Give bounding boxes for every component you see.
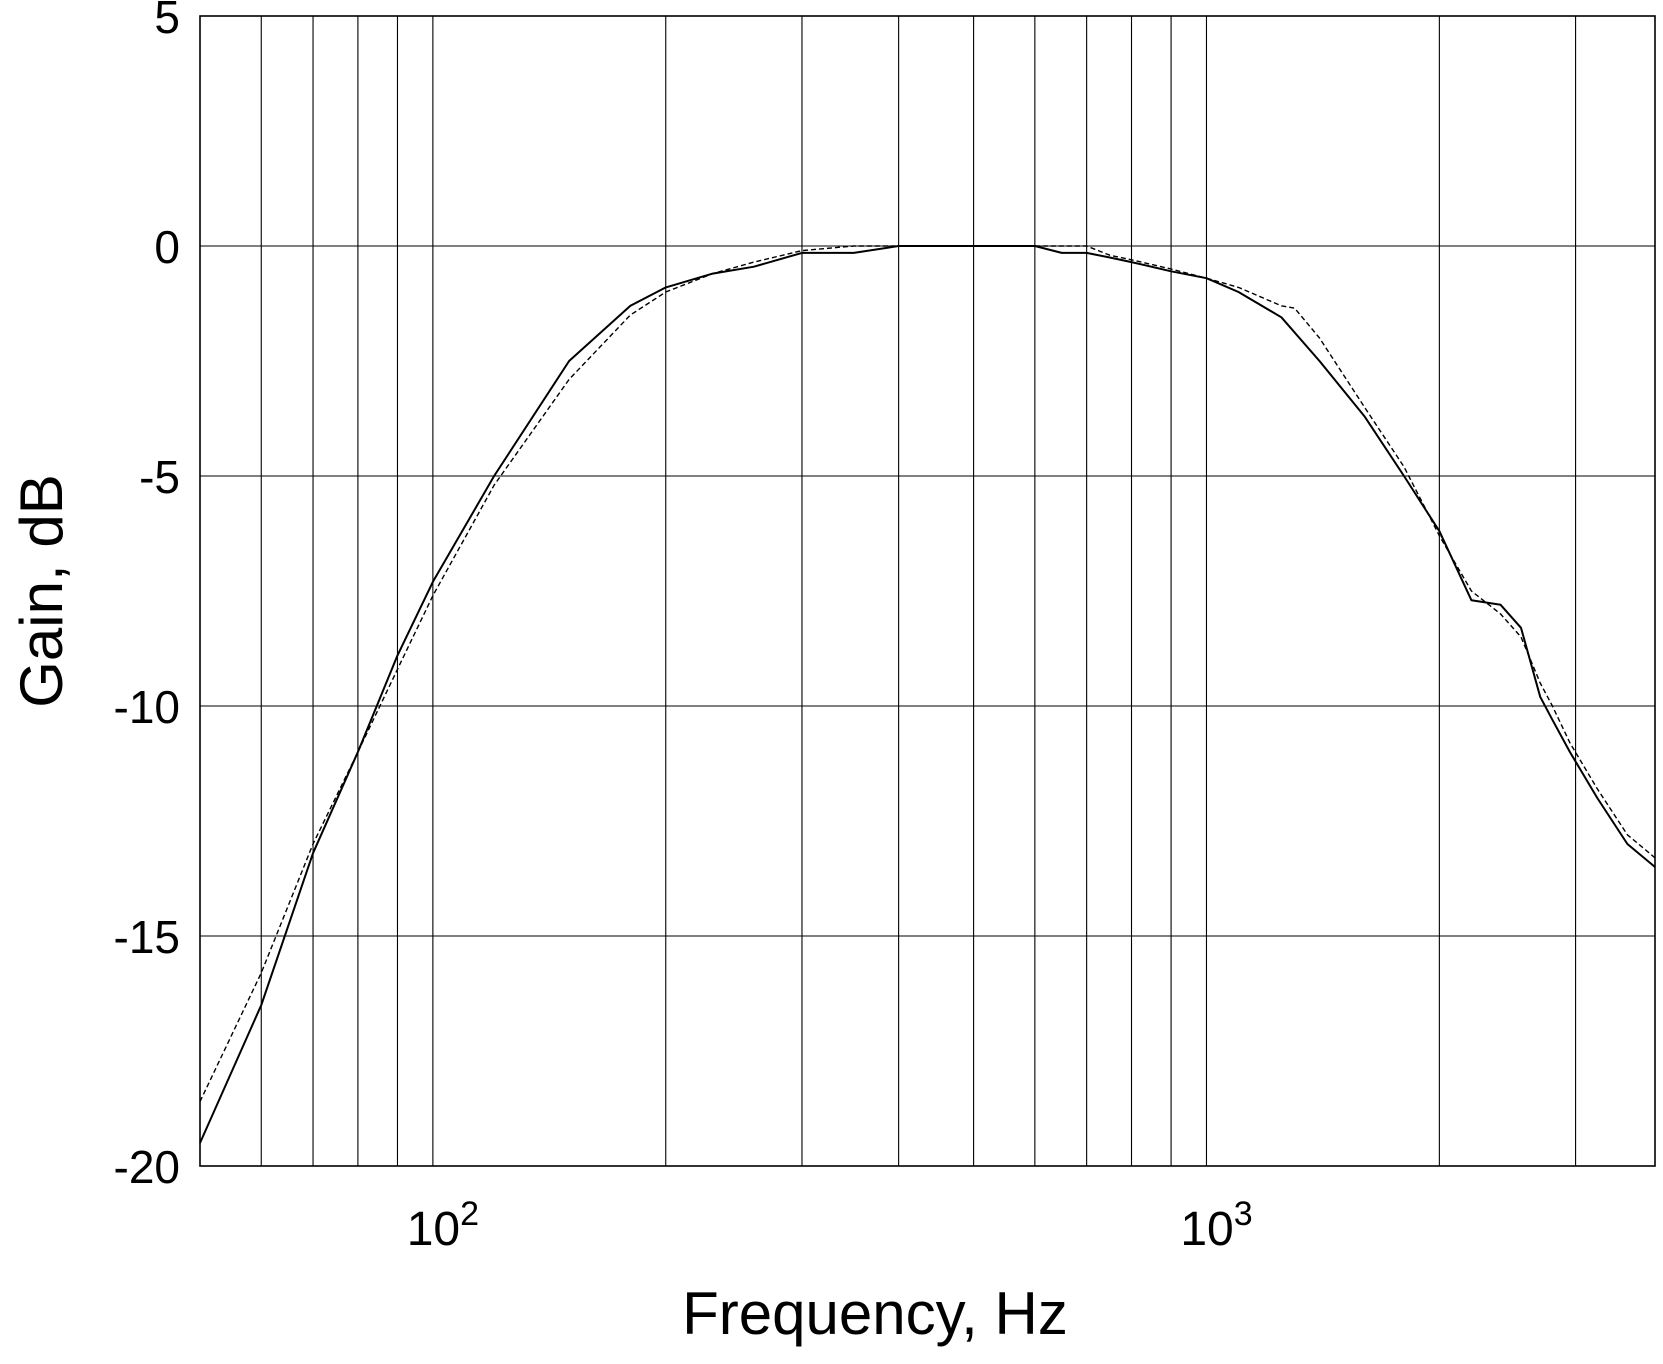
series-layer <box>199 245 1656 1144</box>
x-tick-labels: 102 103 <box>407 1195 1253 1256</box>
y-tick-label: 0 <box>154 221 180 273</box>
x-gridlines <box>260 16 1577 1166</box>
y-tick-label: -10 <box>114 681 180 733</box>
x-tick-label: 102 <box>407 1195 479 1256</box>
series-line-dashed <box>199 245 1656 1102</box>
plot-background <box>200 16 1655 1166</box>
x-axis-label: Frequency, Hz <box>682 1280 1068 1347</box>
y-tick-labels: 5 0 -5 -10 -15 -20 <box>114 0 180 1193</box>
x-tick-label: 103 <box>1180 1195 1252 1256</box>
y-tick-label: -5 <box>139 451 180 503</box>
y-tick-label: -15 <box>114 911 180 963</box>
series-line-solid <box>199 245 1656 1144</box>
plot-frame <box>199 15 1656 1167</box>
y-tick-label: -20 <box>114 1141 180 1193</box>
y-tick-label: 5 <box>154 0 180 43</box>
y-axis-label: Gain, dB <box>8 474 75 707</box>
